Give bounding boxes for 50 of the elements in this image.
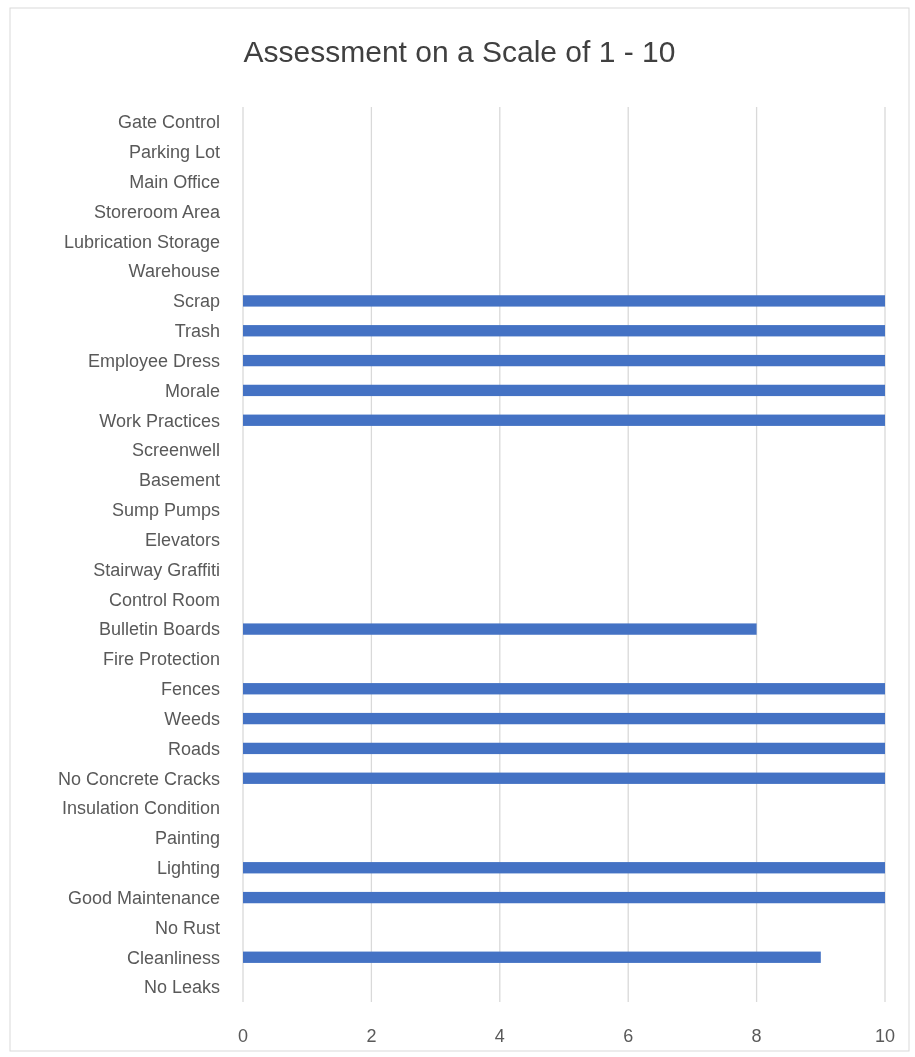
y-tick-label: Stairway Graffiti [93,559,220,580]
bar [243,384,885,397]
y-tick-label: Scrap [172,291,220,312]
x-tick-label: 2 [366,1026,377,1046]
bar [243,623,757,635]
y-tick-label: Elevators [144,529,220,550]
bar [243,951,821,963]
bar [243,891,885,904]
y-tick-label: No Rust [154,917,220,938]
y-tick-label: Main Office [129,171,220,192]
y-tick-label: Roads [167,738,220,759]
y-tick-label: Control Room [108,589,220,610]
y-tick-label: Cleanliness [126,947,220,968]
bar [243,354,885,367]
y-tick-label: No Leaks [143,977,220,998]
y-tick-label: Work Practices [99,410,220,431]
y-tick-label: Trash [174,321,220,342]
x-tick-label: 0 [237,1026,249,1046]
y-tick-label: Sump Pumps [111,500,220,521]
x-tick-label: 8 [751,1026,762,1046]
bar [243,325,885,337]
y-tick-label: Parking Lot [128,142,220,163]
y-tick-label: No Concrete Cracks [57,768,220,789]
chart-title: Assessment on a Scale of 1 - 10 [243,35,676,68]
bar [243,414,885,426]
bar [243,295,885,307]
x-tick-label: 10 [874,1026,896,1046]
y-tick-label: Employee Dress [87,350,220,371]
y-tick-label: Insulation Condition [61,798,220,819]
y-tick-label: Gate Control [117,112,220,133]
y-tick-label: Fences [160,679,220,700]
x-tick-label: 4 [494,1026,505,1046]
y-tick-label: Lighting [156,858,220,879]
y-tick-label: Good Maintenance [67,887,220,908]
bar [243,862,885,874]
y-tick-label: Warehouse [128,261,220,282]
bar [243,772,885,784]
bar [243,683,885,695]
y-tick-label: Morale [164,380,220,401]
y-tick-label: Weeds [164,708,220,729]
y-tick-label: Lubrication Storage [63,231,220,252]
x-tick-label: 6 [623,1026,634,1046]
bar [243,712,885,725]
y-tick-label: Screenwell [131,440,220,461]
y-tick-label: Basement [138,470,220,491]
bar [243,742,885,755]
y-tick-label: Fire Protection [102,649,220,670]
y-tick-label: Storeroom Area [93,201,221,222]
y-tick-label: Painting [154,828,220,849]
y-tick-label: Bulletin Boards [98,619,220,640]
